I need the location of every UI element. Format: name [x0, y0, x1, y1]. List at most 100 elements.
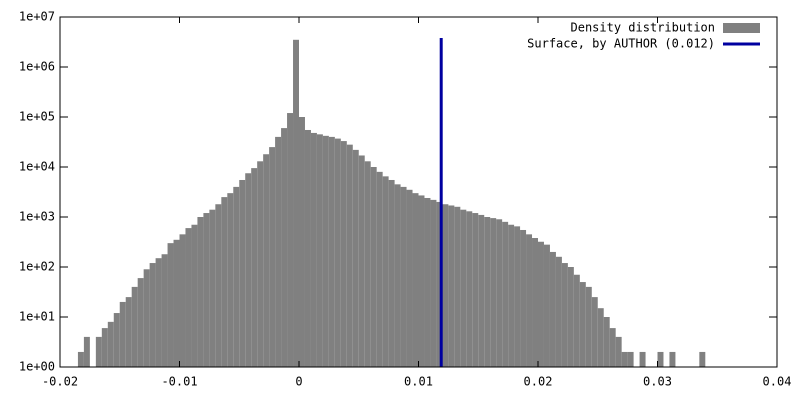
histogram-bar	[424, 197, 431, 367]
histogram-bar	[149, 263, 156, 367]
histogram-bar	[412, 193, 419, 367]
histogram-bar	[376, 171, 383, 367]
histogram-bar	[669, 351, 676, 367]
histogram-bar	[287, 113, 294, 367]
histogram-bar	[484, 217, 491, 367]
x-tick-label: 0.04	[763, 375, 792, 389]
histogram-bar	[125, 297, 132, 367]
histogram-bar	[119, 301, 126, 367]
histogram-bar	[358, 155, 365, 367]
histogram-bar	[561, 263, 568, 367]
histogram-bar	[382, 176, 389, 367]
histogram-bar	[567, 267, 574, 367]
histogram-bar	[466, 211, 473, 367]
x-tick-label: -0.02	[42, 375, 78, 389]
histogram-bar	[585, 286, 592, 367]
histogram-bar	[340, 141, 347, 367]
histogram-bar	[454, 206, 461, 367]
y-tick-label: 1e+03	[19, 210, 55, 224]
histogram-bar	[472, 213, 479, 367]
histogram-bar	[281, 128, 288, 367]
histogram-bar	[370, 167, 377, 367]
y-tick-label: 1e+00	[19, 360, 55, 374]
histogram-bar	[233, 186, 240, 367]
histogram-bar	[478, 214, 485, 367]
histogram-bar	[496, 219, 503, 367]
histogram-bar	[310, 132, 317, 367]
histogram-bar	[502, 221, 509, 367]
histogram-bar	[263, 154, 270, 367]
y-tick-label: 1e+06	[19, 60, 55, 74]
histogram-bar	[275, 136, 282, 367]
histogram-bar	[430, 199, 437, 367]
histogram-bar	[143, 269, 150, 367]
histogram-bar	[543, 244, 550, 367]
histogram-bar	[436, 201, 443, 367]
histogram-bar	[257, 161, 264, 367]
histogram-bar	[657, 351, 664, 367]
histogram-bar	[155, 258, 162, 367]
histogram-bar	[299, 117, 305, 367]
x-tick-label: 0.02	[524, 375, 553, 389]
histogram-bar	[227, 193, 234, 367]
x-tick-label: -0.01	[161, 375, 197, 389]
histogram-bar	[532, 238, 538, 367]
histogram-bar	[490, 218, 497, 367]
histogram-bar	[460, 209, 467, 367]
histogram-bar	[627, 351, 634, 367]
x-tick-label: 0	[295, 375, 302, 389]
histogram-bar	[364, 161, 371, 367]
legend-label: Surface, by AUTHOR (0.012)	[527, 37, 715, 51]
histogram-bar	[203, 213, 210, 367]
histogram-bar	[251, 168, 258, 367]
histogram-bar	[173, 239, 180, 367]
histogram-bar	[579, 282, 586, 367]
histogram-bar	[101, 328, 108, 367]
histogram-bar	[573, 274, 580, 367]
histogram-bar	[609, 328, 616, 367]
y-tick-label: 1e+02	[19, 260, 55, 274]
histogram-bar	[179, 234, 186, 367]
histogram-bar	[161, 254, 168, 367]
histogram-bar	[621, 351, 628, 367]
histogram-bar	[442, 204, 449, 367]
y-tick-label: 1e+04	[19, 160, 55, 174]
histogram-bar	[639, 351, 646, 367]
x-tick-label: 0.03	[643, 375, 672, 389]
histogram-bar	[549, 251, 556, 367]
histogram-bar	[508, 224, 515, 367]
histogram-bar	[394, 184, 401, 367]
histogram-bar	[167, 243, 174, 367]
histogram-bar	[107, 321, 114, 367]
histogram-bar	[448, 205, 455, 367]
histogram-bar	[131, 286, 138, 367]
legend-swatch	[723, 23, 760, 33]
histogram-bar	[334, 138, 341, 367]
histogram-bar	[418, 195, 425, 367]
histogram-bar	[293, 39, 299, 367]
histogram-bar	[185, 228, 192, 367]
legend-label: Density distribution	[571, 21, 716, 35]
histogram-bar	[113, 313, 120, 367]
y-tick-label: 1e+05	[19, 110, 55, 124]
x-tick-label: 0.01	[404, 375, 433, 389]
histogram-bar	[322, 135, 329, 367]
histogram-bar	[245, 173, 252, 367]
histogram-bar	[316, 134, 323, 367]
histogram-bar	[83, 336, 90, 367]
histogram-bar	[191, 224, 198, 367]
histogram-bar	[239, 179, 246, 367]
y-tick-label: 1e+07	[19, 10, 55, 24]
histogram-bar	[597, 308, 604, 367]
histogram-bar	[406, 189, 413, 367]
y-tick-label: 1e+01	[19, 310, 55, 324]
histogram-bar	[215, 204, 222, 367]
histogram-bar	[209, 209, 216, 367]
histogram-bar	[137, 278, 144, 367]
histogram-bar	[555, 256, 562, 367]
histogram-bar	[352, 149, 359, 367]
histogram-bar	[400, 186, 407, 367]
histogram-bar	[269, 147, 276, 367]
